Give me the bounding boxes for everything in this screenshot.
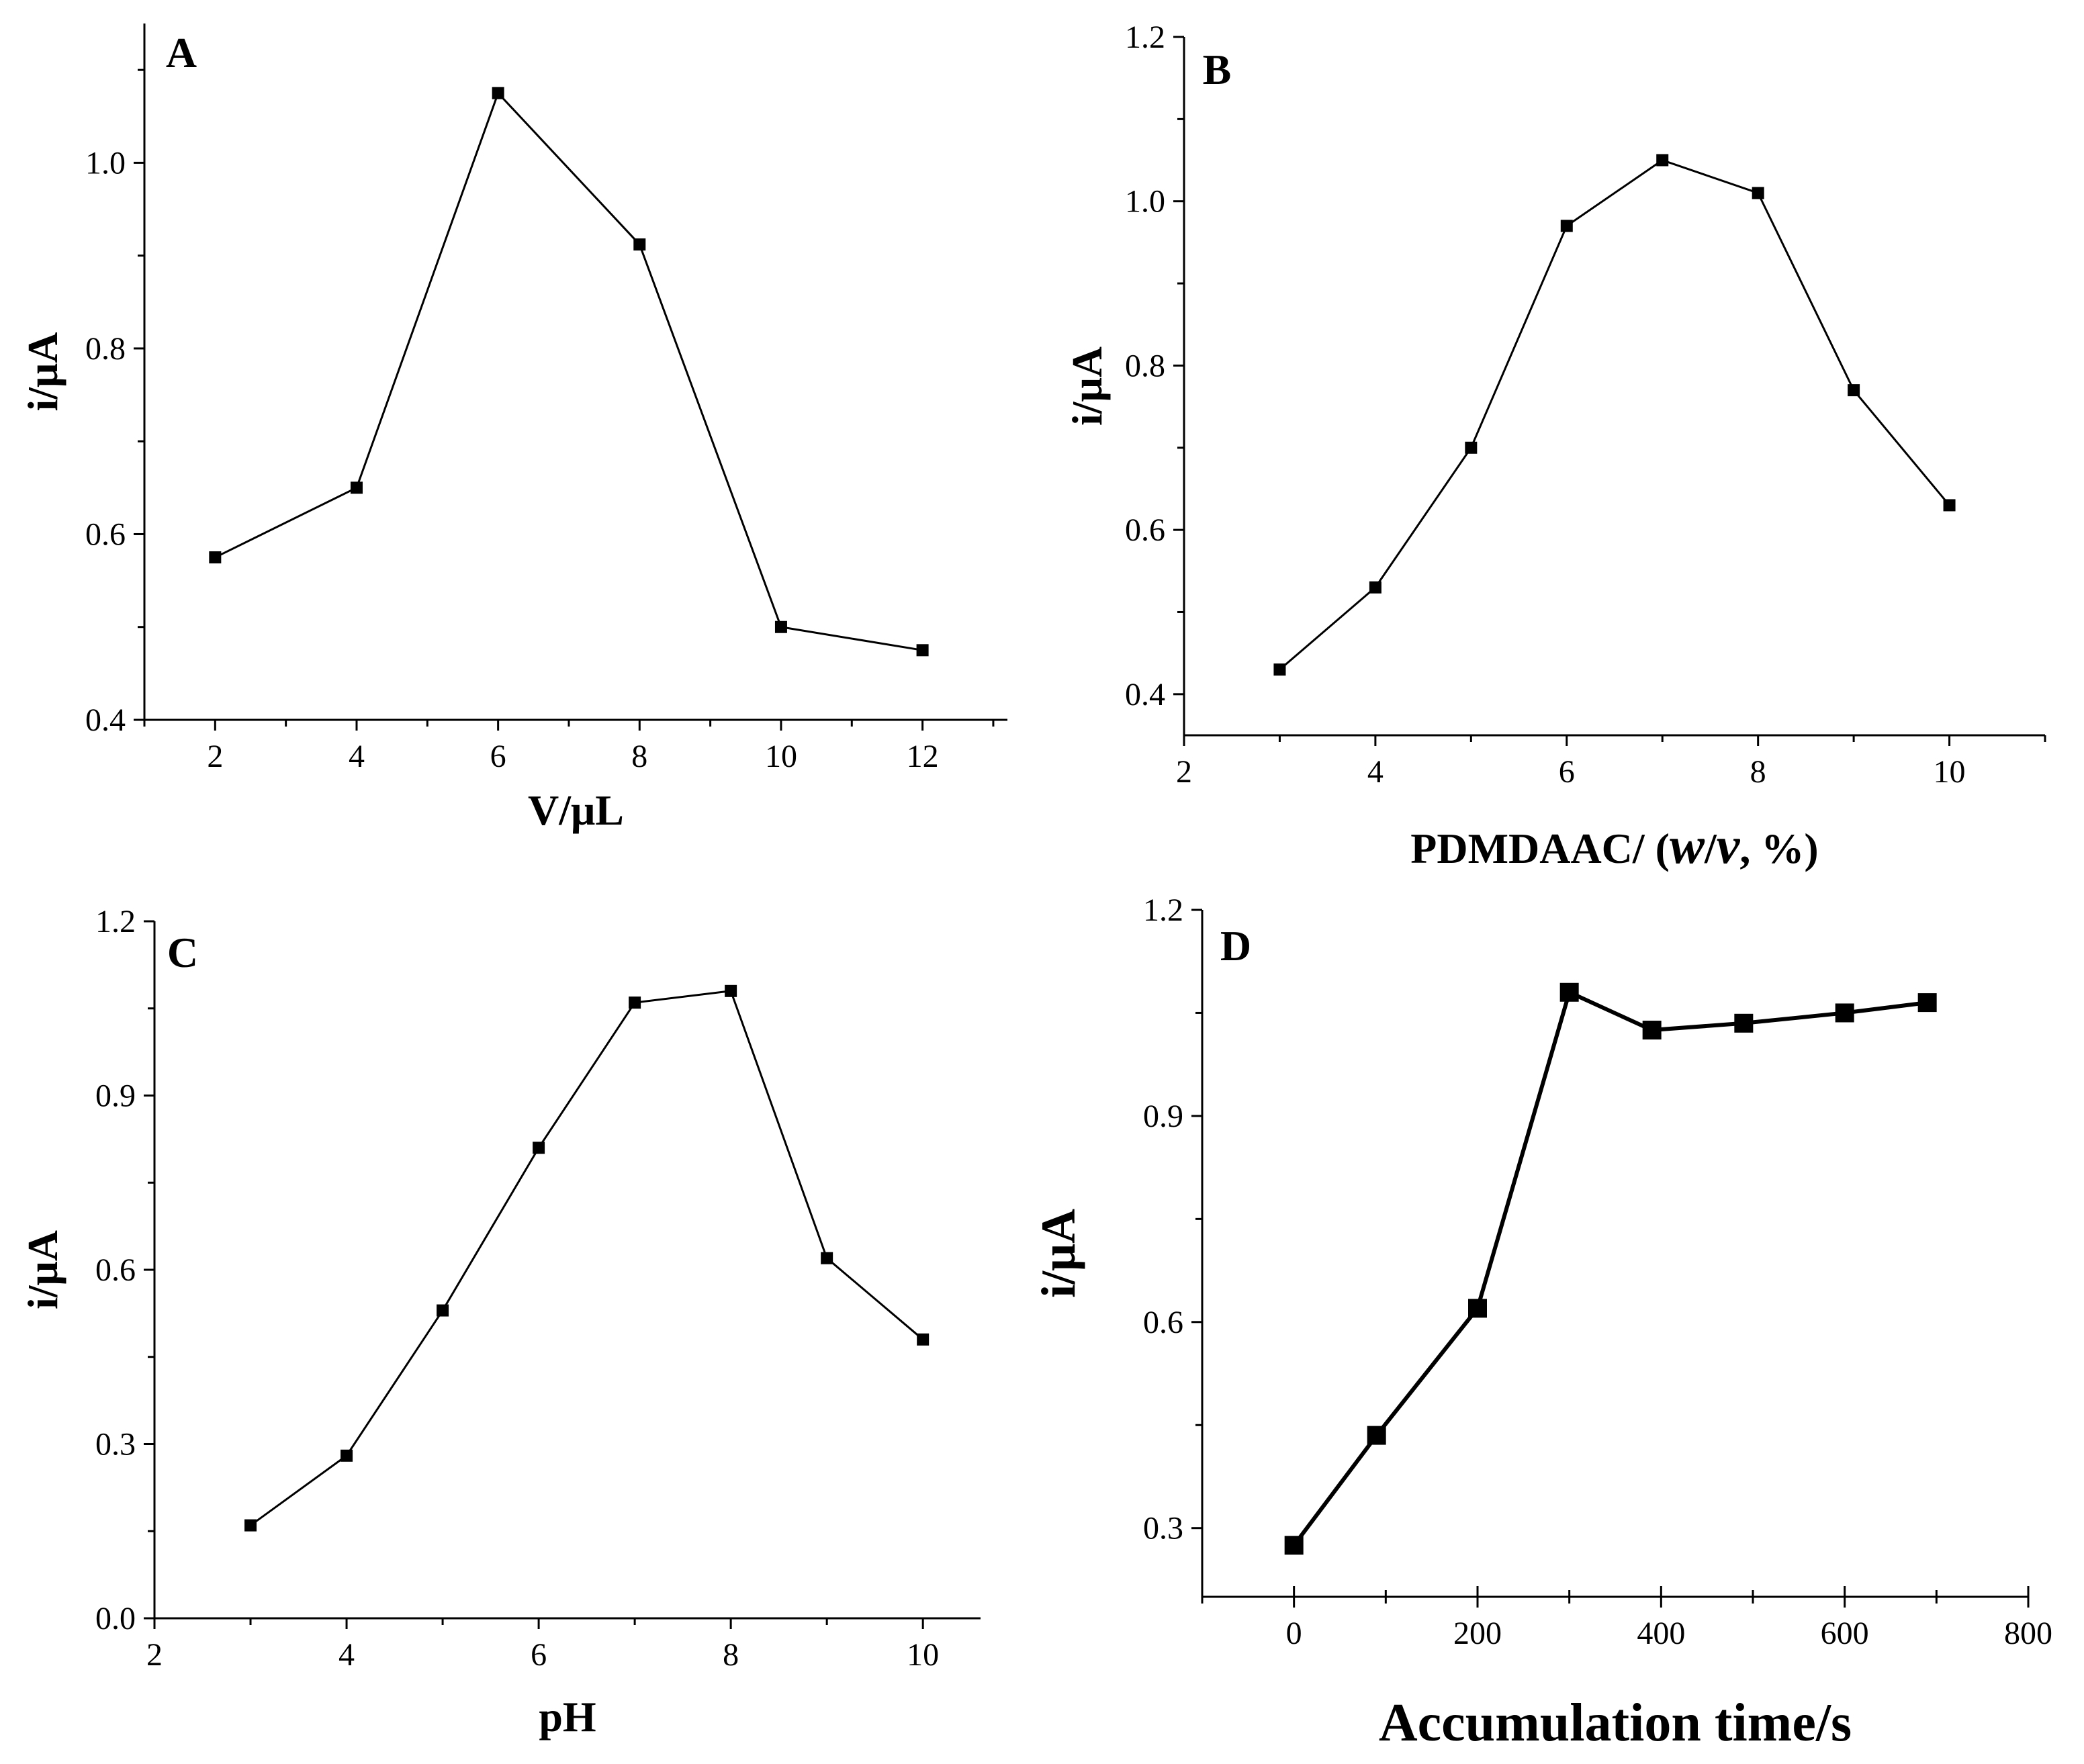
panel-label: A <box>166 29 197 77</box>
data-point <box>1656 154 1669 167</box>
panel-d: 0 200 400 600 800 0.3 0.6 0.9 1.2 Accumulation ti… <box>1032 892 2052 1753</box>
y-axis-title: i/μA <box>1032 1209 1085 1298</box>
y-tick-label: 0.6 <box>1125 512 1165 548</box>
x-tick-label: 200 <box>1453 1616 1502 1651</box>
x-tick-label: 4 <box>349 739 365 774</box>
data-point <box>437 1304 449 1317</box>
y-tick-label: 0.0 <box>95 1601 136 1636</box>
axis-lines <box>143 24 1007 721</box>
y-tick-label: 0.8 <box>1125 348 1165 383</box>
series-line <box>1279 159 1950 671</box>
data-point <box>341 1449 353 1462</box>
x-tick-label: 6 <box>531 1637 547 1673</box>
x-axis-title: Accumulation time/s <box>1379 1693 1852 1753</box>
x-axis-title: V/μL <box>528 786 624 834</box>
x-tick-label: 800 <box>2004 1616 2052 1651</box>
data-point <box>1468 1299 1487 1318</box>
y-tick-label: 0.4 <box>1125 677 1165 712</box>
x-tick-label: 4 <box>1367 754 1384 790</box>
panel-c: 2 4 6 8 10 0.0 0.3 0.6 0.9 1.2 pH i/μA C <box>19 904 981 1740</box>
y-axis-title: i/μA <box>19 332 66 411</box>
x-tick-label: 600 <box>1821 1616 1869 1651</box>
y-tick-label: 1.0 <box>1125 184 1165 220</box>
series-line <box>250 990 924 1526</box>
x-tick-label: 8 <box>1750 754 1766 790</box>
y-tick-label: 0.3 <box>95 1427 136 1463</box>
panel-label: D <box>1220 922 1251 970</box>
x-tick-label: 10 <box>765 739 797 774</box>
data-point <box>629 996 641 1009</box>
data-point <box>533 1142 545 1154</box>
data-point <box>1734 1013 1754 1033</box>
y-tick-label: 1.2 <box>1125 19 1165 55</box>
data-point <box>725 984 737 997</box>
x-axis-title: pH <box>539 1693 596 1740</box>
data-point <box>1848 384 1860 397</box>
data-point <box>916 644 929 657</box>
x-axis-title: PDMDAAC/ (w/v, %) <box>1410 816 1818 874</box>
x-tick-label: 12 <box>907 739 939 774</box>
data-point <box>633 238 646 251</box>
data-point <box>1917 993 1937 1013</box>
x-tick-label: 10 <box>907 1637 939 1673</box>
data-point <box>1273 663 1286 676</box>
x-tick-label: 4 <box>338 1637 355 1673</box>
panel-a: 2 4 6 8 10 12 0.4 0.6 0.8 1.0 V/μL i/μA A <box>19 24 1007 834</box>
x-tick-label: 8 <box>723 1637 739 1673</box>
panel-b: 2 4 6 8 10 0.4 0.6 0.8 1.0 1.2 PDMDAAC/ (w/v, %) i/… <box>1063 19 2046 874</box>
data-point <box>1367 1426 1386 1445</box>
x-tick-label: 2 <box>1176 754 1192 790</box>
x-tick-label: 0 <box>1286 1616 1302 1651</box>
data-point <box>917 1333 930 1346</box>
data-point <box>821 1252 833 1264</box>
series-line <box>214 92 923 651</box>
x-tick-label: 2 <box>146 1637 163 1673</box>
data-point <box>1642 1021 1662 1040</box>
data-point <box>492 87 504 99</box>
data-point <box>244 1519 257 1532</box>
y-tick-label: 0.8 <box>85 331 126 367</box>
x-tick-label: 2 <box>207 739 223 774</box>
x-tick-label: 6 <box>490 739 506 774</box>
x-tick-label: 400 <box>1637 1616 1685 1651</box>
data-point <box>1835 1003 1854 1023</box>
y-tick-label: 0.9 <box>1143 1099 1183 1134</box>
y-tick-label: 0.3 <box>1143 1511 1183 1546</box>
y-axis-title: i/μA <box>1063 346 1111 426</box>
data-point <box>1559 982 1579 1002</box>
panel-label: B <box>1203 46 1232 93</box>
data-point <box>1369 581 1381 594</box>
x-tick-label: 6 <box>1559 754 1575 790</box>
data-point <box>209 551 222 564</box>
y-tick-label: 0.6 <box>85 516 126 552</box>
data-point <box>774 620 787 633</box>
y-tick-label: 0.9 <box>95 1078 136 1114</box>
x-tick-label: 8 <box>631 739 647 774</box>
y-tick-label: 1.2 <box>1143 892 1183 928</box>
y-tick-label: 0.6 <box>95 1252 136 1288</box>
x-tick-label: 10 <box>1934 754 1966 790</box>
axis-lines <box>1183 37 2045 737</box>
y-axis-title: i/μA <box>19 1230 66 1309</box>
y-tick-label: 0.6 <box>1143 1305 1183 1340</box>
y-tick-label: 1.0 <box>85 145 126 181</box>
series-line <box>1292 990 1928 1547</box>
axis-lines <box>153 921 981 1620</box>
y-tick-label: 1.2 <box>95 904 136 939</box>
y-tick-label: 0.4 <box>85 702 126 738</box>
data-point <box>1943 499 1956 512</box>
data-point <box>1284 1536 1304 1555</box>
data-point <box>1752 187 1764 199</box>
data-point <box>1560 220 1573 232</box>
data-point <box>350 481 363 494</box>
data-point <box>1465 441 1478 454</box>
panel-label: C <box>167 929 198 976</box>
